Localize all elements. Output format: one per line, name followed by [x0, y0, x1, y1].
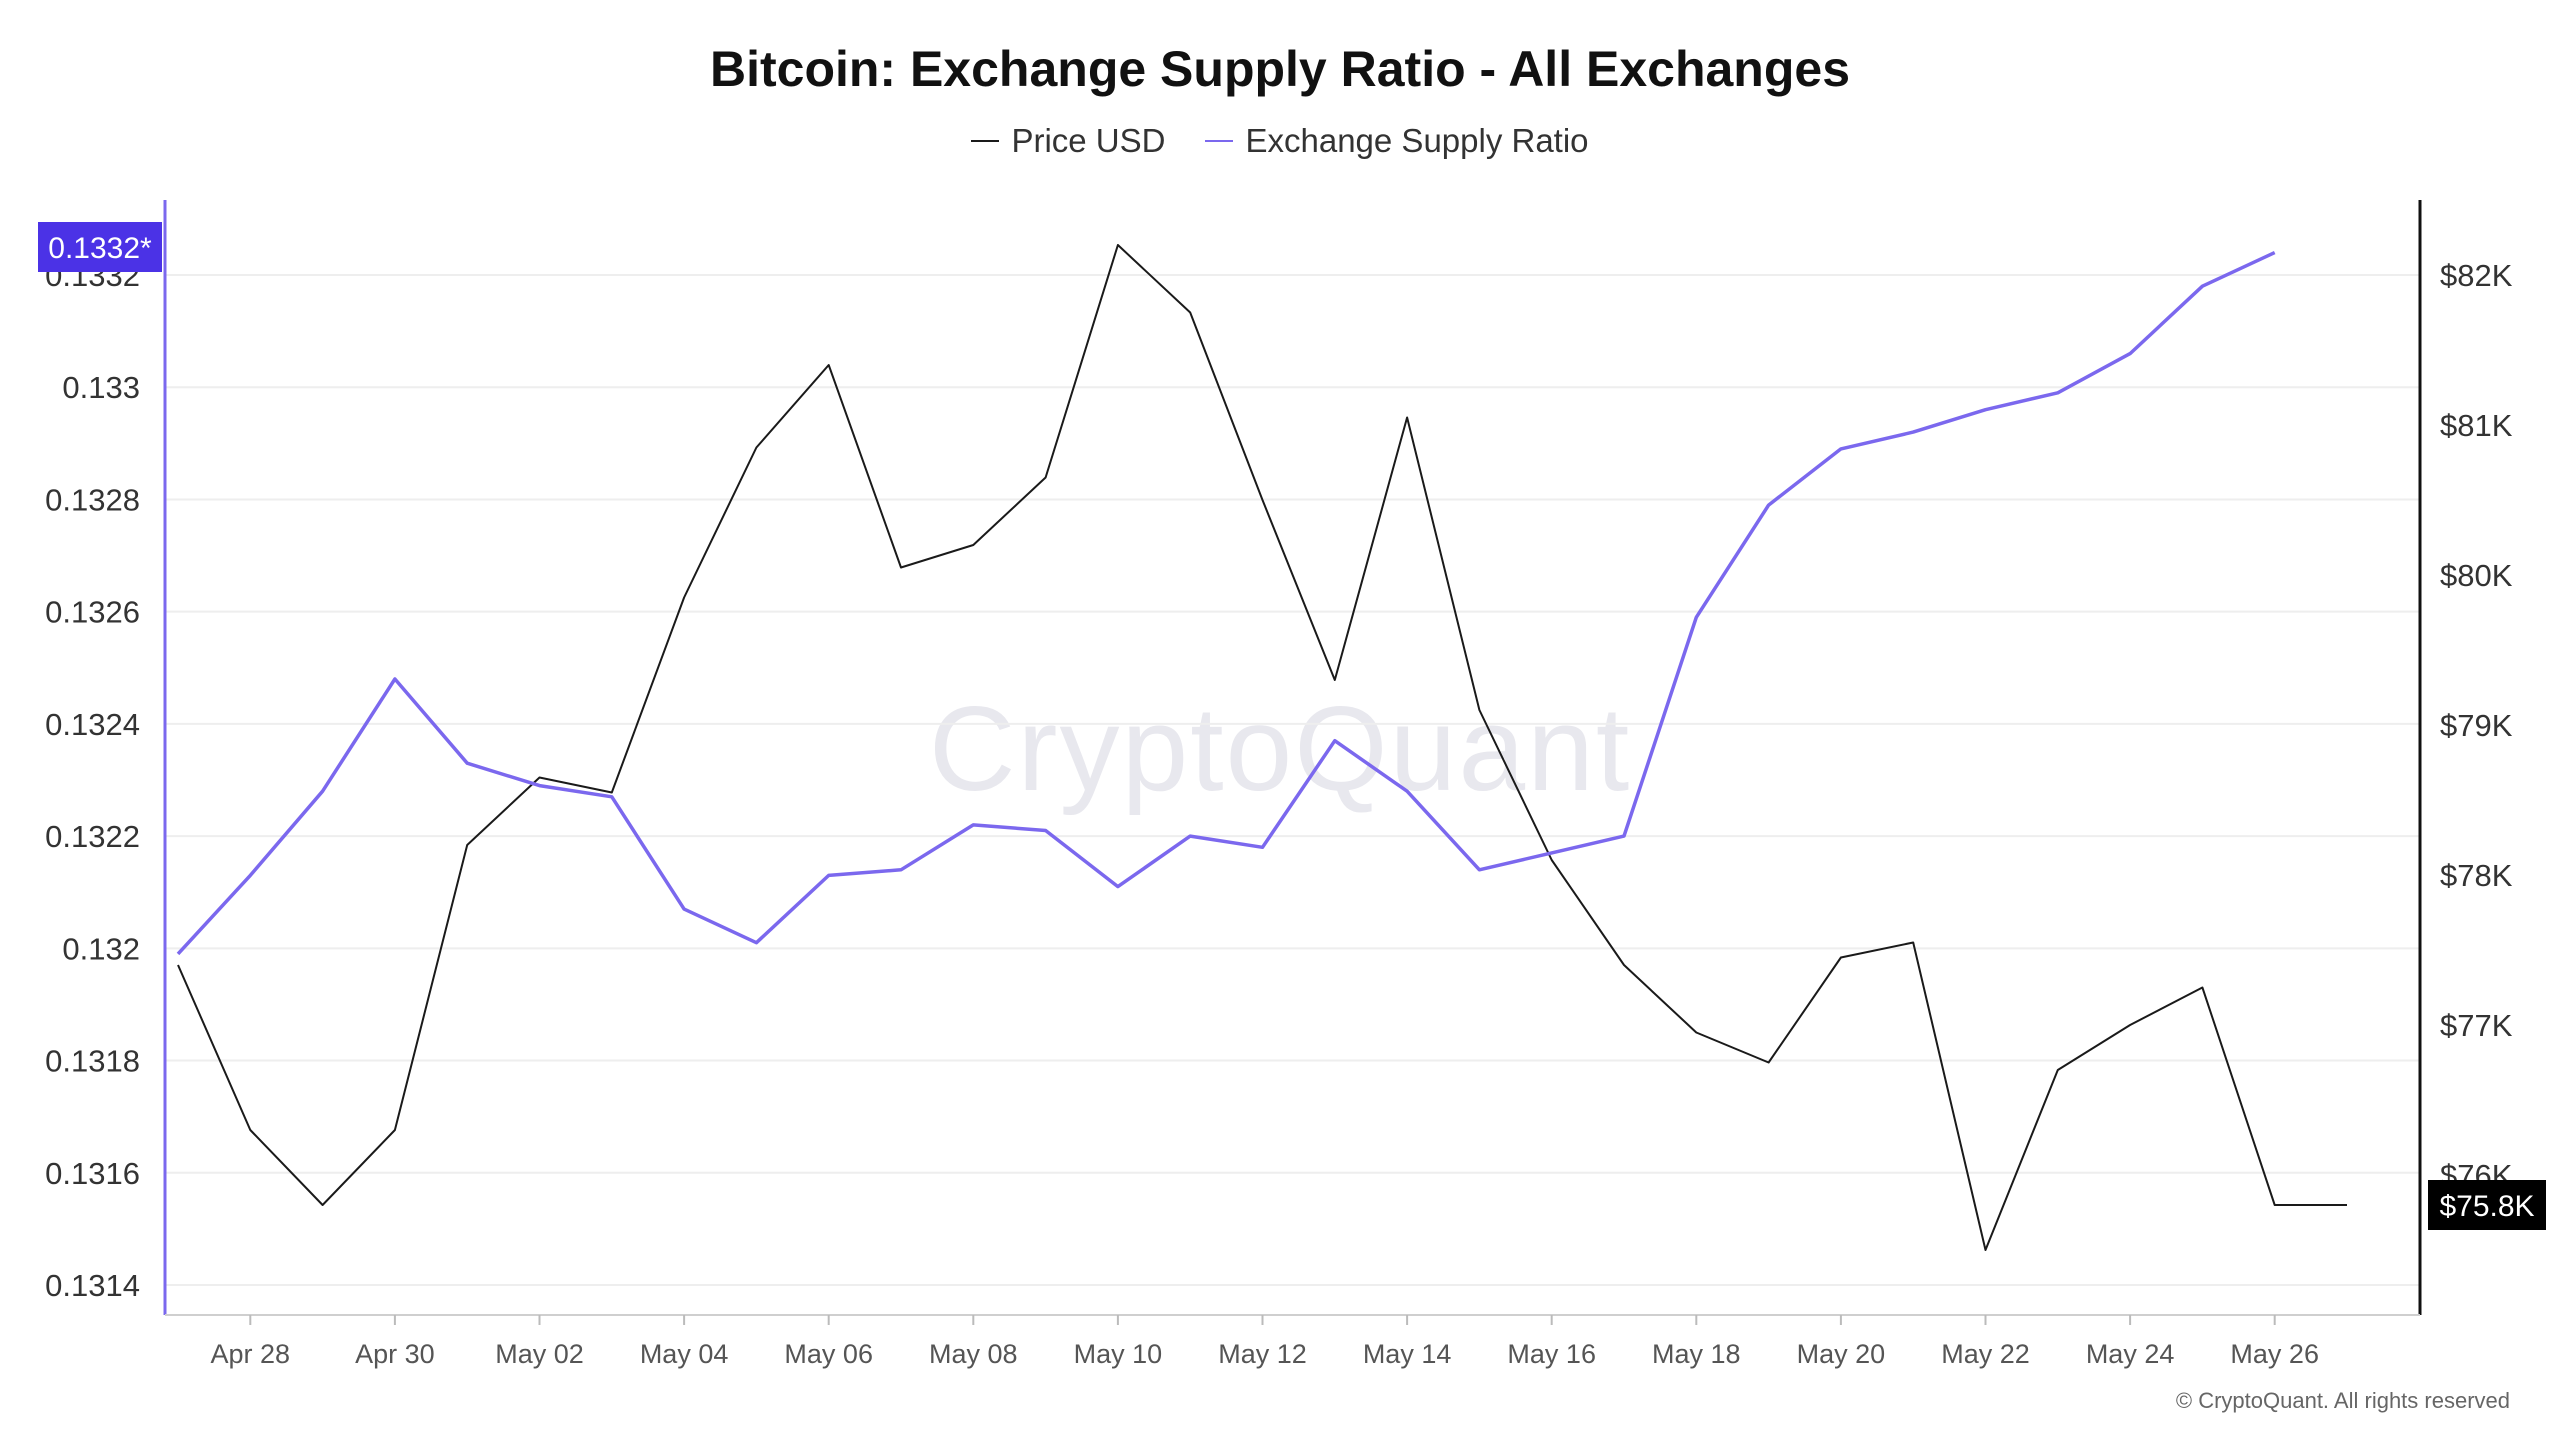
series-lines [176, 244, 2347, 1251]
left-tick-label: 0.1328 [45, 482, 140, 517]
right-axis-ticks: $76K$77K$78K$79K$80K$81K$82K [2440, 258, 2513, 1193]
left-axis-ticks: 0.1314 0.1316 0.1318 0.132 0.1322 0.1324 0.132… [45, 258, 140, 1303]
x-tick-label: Apr 30 [355, 1339, 435, 1369]
left-tick-label: 0.132 [62, 931, 140, 966]
legend: Price USD Exchange Supply Ratio [0, 122, 2560, 160]
exchange-supply-ratio-line [176, 251, 2276, 956]
x-tick-label: May 10 [1074, 1339, 1163, 1369]
x-tick-label: May 20 [1797, 1339, 1886, 1369]
legend-item-price[interactable]: Price USD [971, 122, 1165, 160]
x-tick-label: Apr 28 [211, 1339, 291, 1369]
right-tick-label: $80K [2440, 558, 2513, 593]
left-tick-label: 0.1314 [45, 1268, 140, 1303]
watermark: CryptoQuant [928, 682, 1632, 816]
right-tick-label: $82K [2440, 258, 2513, 293]
x-tick-label: May 22 [1941, 1339, 2030, 1369]
right-tick-label: $81K [2440, 408, 2513, 443]
x-tick-label: May 18 [1652, 1339, 1741, 1369]
right-tick-label: $78K [2440, 858, 2513, 893]
right-tick-label: $77K [2440, 1008, 2513, 1043]
x-axis-ticks: Apr 28 Apr 30 May 02 May 04 May 06 May 08 May … [211, 1315, 2319, 1369]
axes [163, 200, 2422, 1316]
left-tick-label: 0.1322 [45, 819, 140, 854]
price-usd-line [177, 244, 2347, 1251]
left-tick-label: 0.1318 [45, 1044, 140, 1079]
x-tick-label: May 26 [2230, 1339, 2319, 1369]
left-tick-label: 0.133 [62, 370, 140, 405]
x-tick-label: May 06 [784, 1339, 873, 1369]
ratio-current-badge [38, 222, 162, 272]
x-tick-label: May 14 [1363, 1339, 1452, 1369]
x-tick-label: May 12 [1218, 1339, 1307, 1369]
left-tick-label: 0.1326 [45, 595, 140, 630]
left-tick-label: 0.1316 [45, 1156, 140, 1191]
legend-item-ratio[interactable]: Exchange Supply Ratio [1205, 122, 1589, 160]
legend-label-price: Price USD [1011, 122, 1166, 159]
price-current-badge [2428, 1180, 2546, 1230]
x-tick-label: May 08 [929, 1339, 1018, 1369]
copyright-text: © CryptoQuant. All rights reserved [2175, 1388, 2510, 1413]
legend-swatch-ratio [1205, 140, 1234, 142]
x-tick-label: May 02 [495, 1339, 584, 1369]
price-current-label: $75.8K [2439, 1190, 2534, 1223]
x-tick-label: May 16 [1507, 1339, 1596, 1369]
x-tick-label: May 04 [640, 1339, 729, 1369]
legend-label-ratio: Exchange Supply Ratio [1245, 122, 1589, 159]
x-tick-label: May 24 [2086, 1339, 2175, 1369]
gridlines [165, 274, 2420, 1286]
right-tick-label: $79K [2440, 708, 2513, 743]
chart-title: Bitcoin: Exchange Supply Ratio - All Exc… [709, 41, 1850, 97]
value-badges: 0.1332* $75.8K [38, 222, 2546, 1230]
ratio-current-label: 0.1332* [48, 232, 152, 265]
left-tick-label: 0.1324 [45, 707, 140, 742]
legend-swatch-price [971, 140, 1000, 142]
